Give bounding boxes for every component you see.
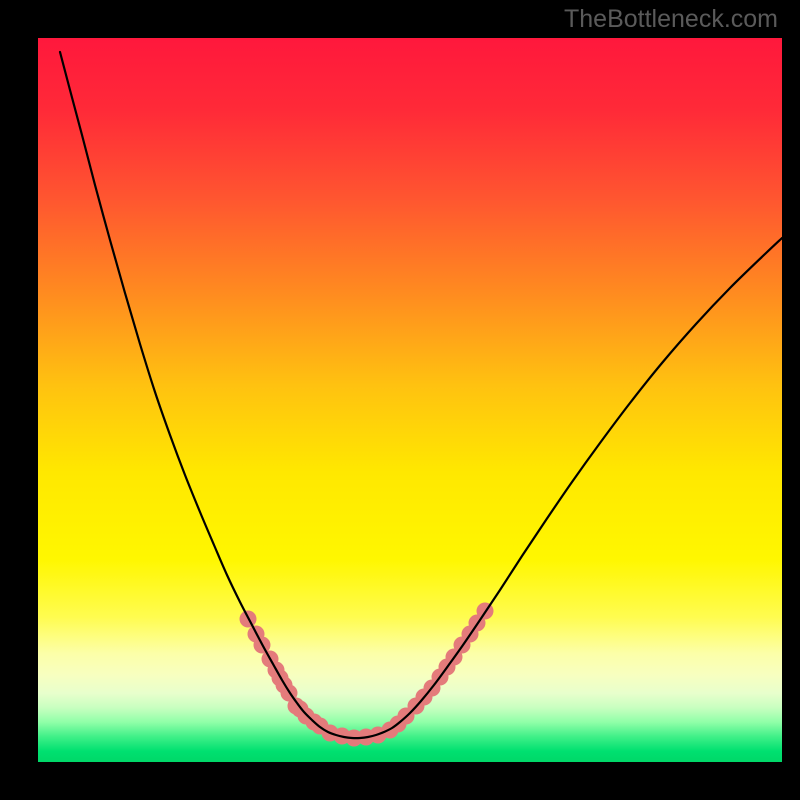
watermark-text: TheBottleneck.com — [564, 5, 778, 34]
bottleneck-curve — [60, 52, 782, 738]
outer-frame: TheBottleneck.com — [0, 0, 800, 800]
chart-svg — [0, 0, 800, 800]
